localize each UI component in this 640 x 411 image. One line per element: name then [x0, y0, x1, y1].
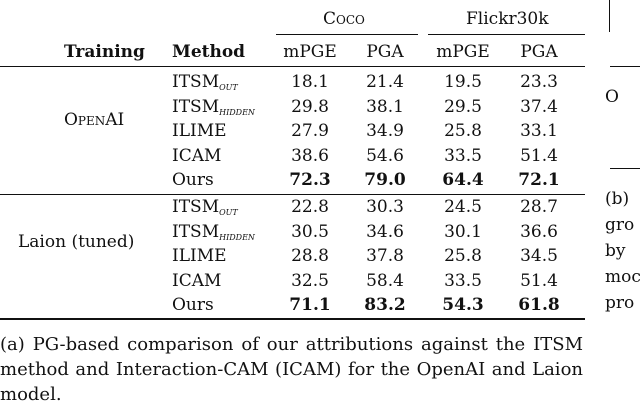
adjacent-fragment-5: pro: [605, 293, 635, 313]
table-cell: 33.1: [520, 121, 558, 141]
flickr-group-rule: [428, 34, 585, 35]
table-cell: 30.1: [444, 221, 482, 242]
training-label: Laion (tuned): [18, 232, 135, 252]
adjacent-table-edge: [609, 0, 610, 32]
method-label: ITSM: [172, 221, 220, 242]
table-cell: 29.5: [444, 96, 482, 117]
method-subscript: hidden: [219, 104, 255, 118]
table-cell: 54.3: [442, 295, 484, 315]
table-cell: 33.5: [444, 145, 482, 166]
adjacent-fragment-2: gro: [605, 215, 635, 235]
table-cell: 22.8: [291, 197, 329, 217]
table-cell: 54.6: [366, 145, 404, 166]
table-cell: 25.8: [444, 246, 482, 266]
method-label: ICAM: [172, 145, 222, 166]
table-cell: 24.5: [444, 197, 482, 217]
table-cell: 34.6: [366, 221, 404, 242]
table-cell: 33.5: [444, 270, 482, 291]
header-mpge-coco: mPGE: [283, 42, 337, 62]
method-subscript: hidden: [219, 229, 255, 243]
method-label: ITSM: [172, 197, 220, 217]
method-name: Ours: [172, 295, 214, 315]
header-group-coco: Coco: [323, 9, 365, 29]
adjacent-fragment-3: by: [605, 241, 626, 261]
table-cell: 28.7: [520, 197, 558, 217]
method-label: ITSM: [172, 72, 220, 92]
adjacent-fragment-1: (b): [605, 189, 630, 209]
table-cell: 64.4: [442, 170, 484, 190]
method-name: Ours: [172, 170, 214, 190]
bottom-rule: [0, 318, 585, 320]
method-label: ITSM: [172, 96, 220, 117]
table-cell: 61.8: [518, 295, 560, 315]
table-cell: 21.4: [366, 72, 404, 92]
method-name: ITSMhidden: [172, 97, 255, 122]
table-cell: 51.4: [520, 145, 558, 166]
method-label: Ours: [172, 170, 214, 190]
method-name: ILIME: [172, 246, 227, 266]
table-cell: 30.5: [291, 221, 329, 242]
method-label: Ours: [172, 295, 214, 315]
method-name: ICAM: [172, 271, 221, 291]
table-cell: 36.6: [520, 221, 558, 242]
figure-caption: (a) PG-based comparison of our attributi…: [0, 334, 583, 405]
table-cell: 29.8: [291, 96, 329, 117]
adjacent-fragment-4: moc: [605, 267, 640, 287]
method-name: ITSMout: [172, 72, 238, 97]
table-cell: 37.4: [520, 96, 558, 117]
header-training: Training: [64, 42, 145, 62]
adjacent-rule-bottom: [610, 168, 640, 169]
adjacent-fragment-0: O: [605, 87, 619, 107]
table-cell: 58.4: [366, 270, 404, 291]
method-subscript: out: [219, 80, 238, 93]
method-name: ITSMout: [172, 197, 238, 222]
table-cell: 38.6: [291, 145, 329, 166]
table-cell: 19.5: [444, 72, 482, 92]
adjacent-figure-fragment: O (b) gro by moc pro: [605, 0, 640, 411]
header-rule: [0, 66, 585, 67]
table-cell: 34.5: [520, 246, 558, 266]
table-cell: 23.3: [520, 72, 558, 92]
group-separator-rule: [0, 194, 585, 195]
adjacent-rule-top: [610, 66, 640, 67]
header-pga-coco: PGA: [366, 42, 404, 62]
header-group-flickr: Flickr30k: [466, 9, 549, 29]
table-cell: 71.1: [289, 295, 331, 315]
table-cell: 28.8: [291, 246, 329, 266]
table-cell: 37.8: [366, 246, 404, 266]
table-cell: 72.3: [289, 170, 331, 190]
training-label: OpenAI: [64, 110, 125, 130]
table-cell: 51.4: [520, 270, 558, 291]
method-subscript: out: [219, 205, 238, 218]
method-name: ITSMhidden: [172, 222, 255, 247]
table-cell: 79.0: [364, 170, 406, 190]
table-cell: 83.2: [364, 295, 406, 315]
method-label: ILIME: [172, 246, 227, 266]
method-name: ILIME: [172, 121, 227, 141]
table-cell: 72.1: [518, 170, 560, 190]
method-label: ICAM: [172, 270, 222, 291]
table-cell: 25.8: [444, 121, 482, 141]
table-cell: 38.1: [366, 96, 404, 117]
header-pga-flickr: PGA: [520, 42, 558, 62]
method-name: ICAM: [172, 146, 221, 166]
header-method: Method: [172, 42, 246, 62]
method-label: ILIME: [172, 121, 227, 141]
table-cell: 32.5: [291, 270, 329, 291]
header-mpge-flickr: mPGE: [436, 42, 490, 62]
table-cell: 34.9: [366, 121, 404, 141]
coco-group-rule: [276, 34, 418, 35]
table-cell: 27.9: [291, 121, 329, 141]
table-cell: 30.3: [366, 197, 404, 217]
table-cell: 18.1: [291, 72, 329, 92]
